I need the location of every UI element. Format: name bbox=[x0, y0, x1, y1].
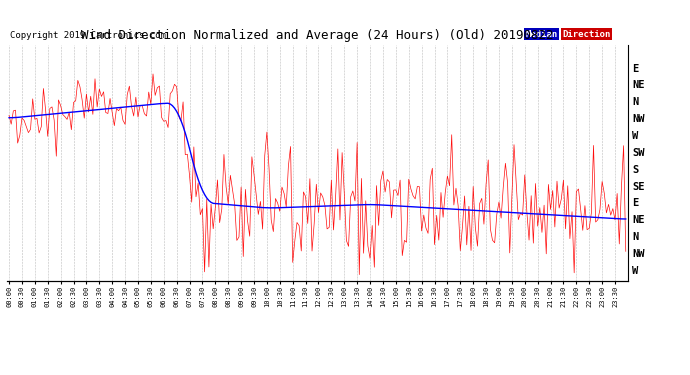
Text: Median: Median bbox=[526, 30, 558, 39]
Text: Copyright 2019 Cartronics.com: Copyright 2019 Cartronics.com bbox=[10, 31, 166, 40]
Title: Wind Direction Normalized and Average (24 Hours) (Old) 20190822: Wind Direction Normalized and Average (2… bbox=[81, 30, 553, 42]
Text: Direction: Direction bbox=[562, 30, 611, 39]
